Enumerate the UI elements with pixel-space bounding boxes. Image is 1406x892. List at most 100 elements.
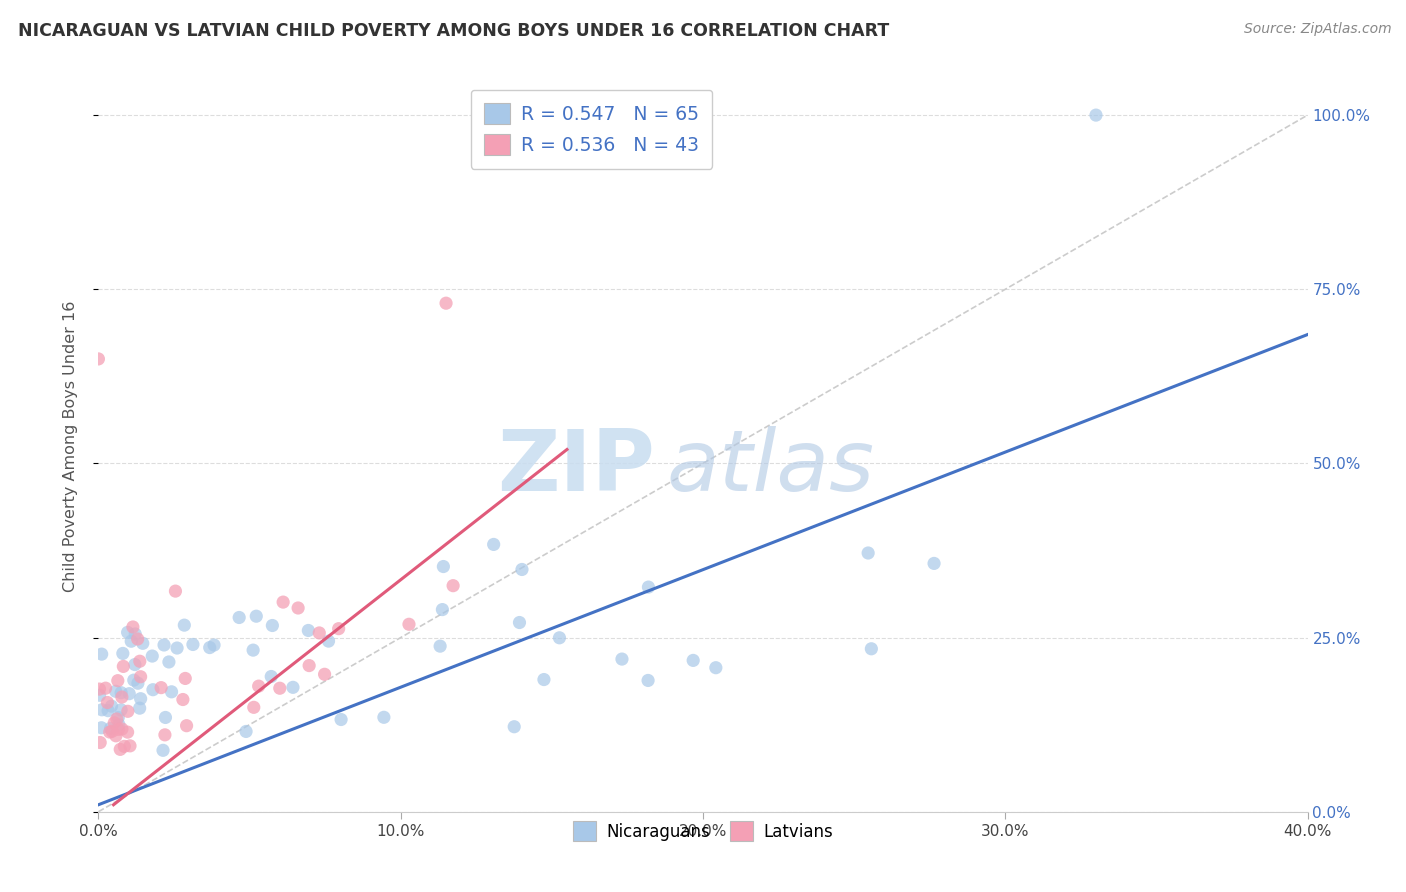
- Point: [118, 739, 141, 753]
- Point: [181, 637, 204, 651]
- Legend: Nicaraguans, Latvians: Nicaraguans, Latvians: [567, 814, 839, 847]
- Point: [110, 742, 132, 756]
- Point: [155, 710, 177, 724]
- Point: [637, 580, 659, 594]
- Point: [110, 686, 132, 700]
- Point: [298, 658, 321, 673]
- Point: [104, 684, 127, 698]
- Point: [503, 720, 526, 734]
- Point: [120, 634, 142, 648]
- Point: [373, 710, 395, 724]
- Point: [260, 669, 283, 683]
- Point: [117, 704, 139, 718]
- Point: [87, 351, 110, 366]
- Point: [510, 562, 533, 576]
- Point: [432, 602, 454, 616]
- Point: [142, 682, 165, 697]
- Point: [96, 696, 118, 710]
- Point: [153, 638, 176, 652]
- Point: [107, 710, 129, 724]
- Point: [128, 654, 150, 668]
- Point: [441, 579, 464, 593]
- Point: [89, 688, 111, 702]
- Point: [117, 625, 139, 640]
- Point: [235, 724, 257, 739]
- Point: [287, 601, 309, 615]
- Point: [429, 639, 451, 653]
- Point: [434, 296, 457, 310]
- Point: [533, 673, 555, 687]
- Point: [90, 703, 112, 717]
- Text: Source: ZipAtlas.com: Source: ZipAtlas.com: [1244, 22, 1392, 37]
- Point: [90, 721, 112, 735]
- Point: [314, 667, 336, 681]
- Point: [330, 713, 353, 727]
- Text: atlas: atlas: [666, 426, 875, 509]
- Point: [152, 743, 174, 757]
- Point: [242, 700, 264, 714]
- Point: [297, 624, 319, 638]
- Point: [247, 679, 270, 693]
- Y-axis label: Child Poverty Among Boys Under 16: Child Poverty Among Boys Under 16: [63, 301, 77, 591]
- Point: [111, 722, 134, 736]
- Point: [94, 681, 117, 695]
- Point: [117, 725, 139, 739]
- Point: [610, 652, 633, 666]
- Point: [198, 640, 221, 655]
- Point: [682, 653, 704, 667]
- Point: [308, 626, 330, 640]
- Point: [432, 559, 454, 574]
- Point: [328, 622, 350, 636]
- Text: NICARAGUAN VS LATVIAN CHILD POVERTY AMONG BOYS UNDER 16 CORRELATION CHART: NICARAGUAN VS LATVIAN CHILD POVERTY AMON…: [18, 22, 890, 40]
- Point: [228, 610, 250, 624]
- Point: [548, 631, 571, 645]
- Point: [269, 681, 291, 696]
- Point: [122, 620, 145, 634]
- Point: [100, 722, 122, 736]
- Point: [242, 643, 264, 657]
- Point: [262, 618, 284, 632]
- Point: [100, 699, 122, 714]
- Point: [166, 640, 188, 655]
- Point: [860, 641, 883, 656]
- Point: [1085, 108, 1108, 122]
- Point: [111, 690, 134, 704]
- Point: [172, 692, 194, 706]
- Point: [110, 703, 132, 717]
- Point: [118, 687, 141, 701]
- Point: [108, 718, 131, 732]
- Text: ZIP: ZIP: [496, 426, 655, 509]
- Point: [922, 557, 945, 571]
- Point: [111, 647, 134, 661]
- Point: [150, 681, 173, 695]
- Point: [107, 723, 129, 737]
- Point: [129, 670, 152, 684]
- Point: [176, 719, 198, 733]
- Point: [105, 712, 128, 726]
- Point: [482, 537, 505, 551]
- Point: [128, 701, 150, 715]
- Point: [508, 615, 530, 630]
- Point: [129, 691, 152, 706]
- Point: [104, 729, 127, 743]
- Point: [97, 704, 120, 718]
- Point: [127, 676, 149, 690]
- Point: [112, 659, 135, 673]
- Point: [856, 546, 879, 560]
- Point: [89, 682, 111, 697]
- Point: [98, 725, 121, 739]
- Point: [173, 618, 195, 632]
- Point: [398, 617, 420, 632]
- Point: [90, 647, 112, 661]
- Point: [160, 685, 183, 699]
- Point: [124, 627, 146, 641]
- Point: [174, 672, 197, 686]
- Point: [107, 673, 129, 688]
- Point: [112, 739, 135, 754]
- Point: [704, 661, 727, 675]
- Point: [202, 638, 225, 652]
- Point: [103, 715, 125, 730]
- Point: [157, 655, 180, 669]
- Point: [637, 673, 659, 688]
- Point: [122, 673, 145, 687]
